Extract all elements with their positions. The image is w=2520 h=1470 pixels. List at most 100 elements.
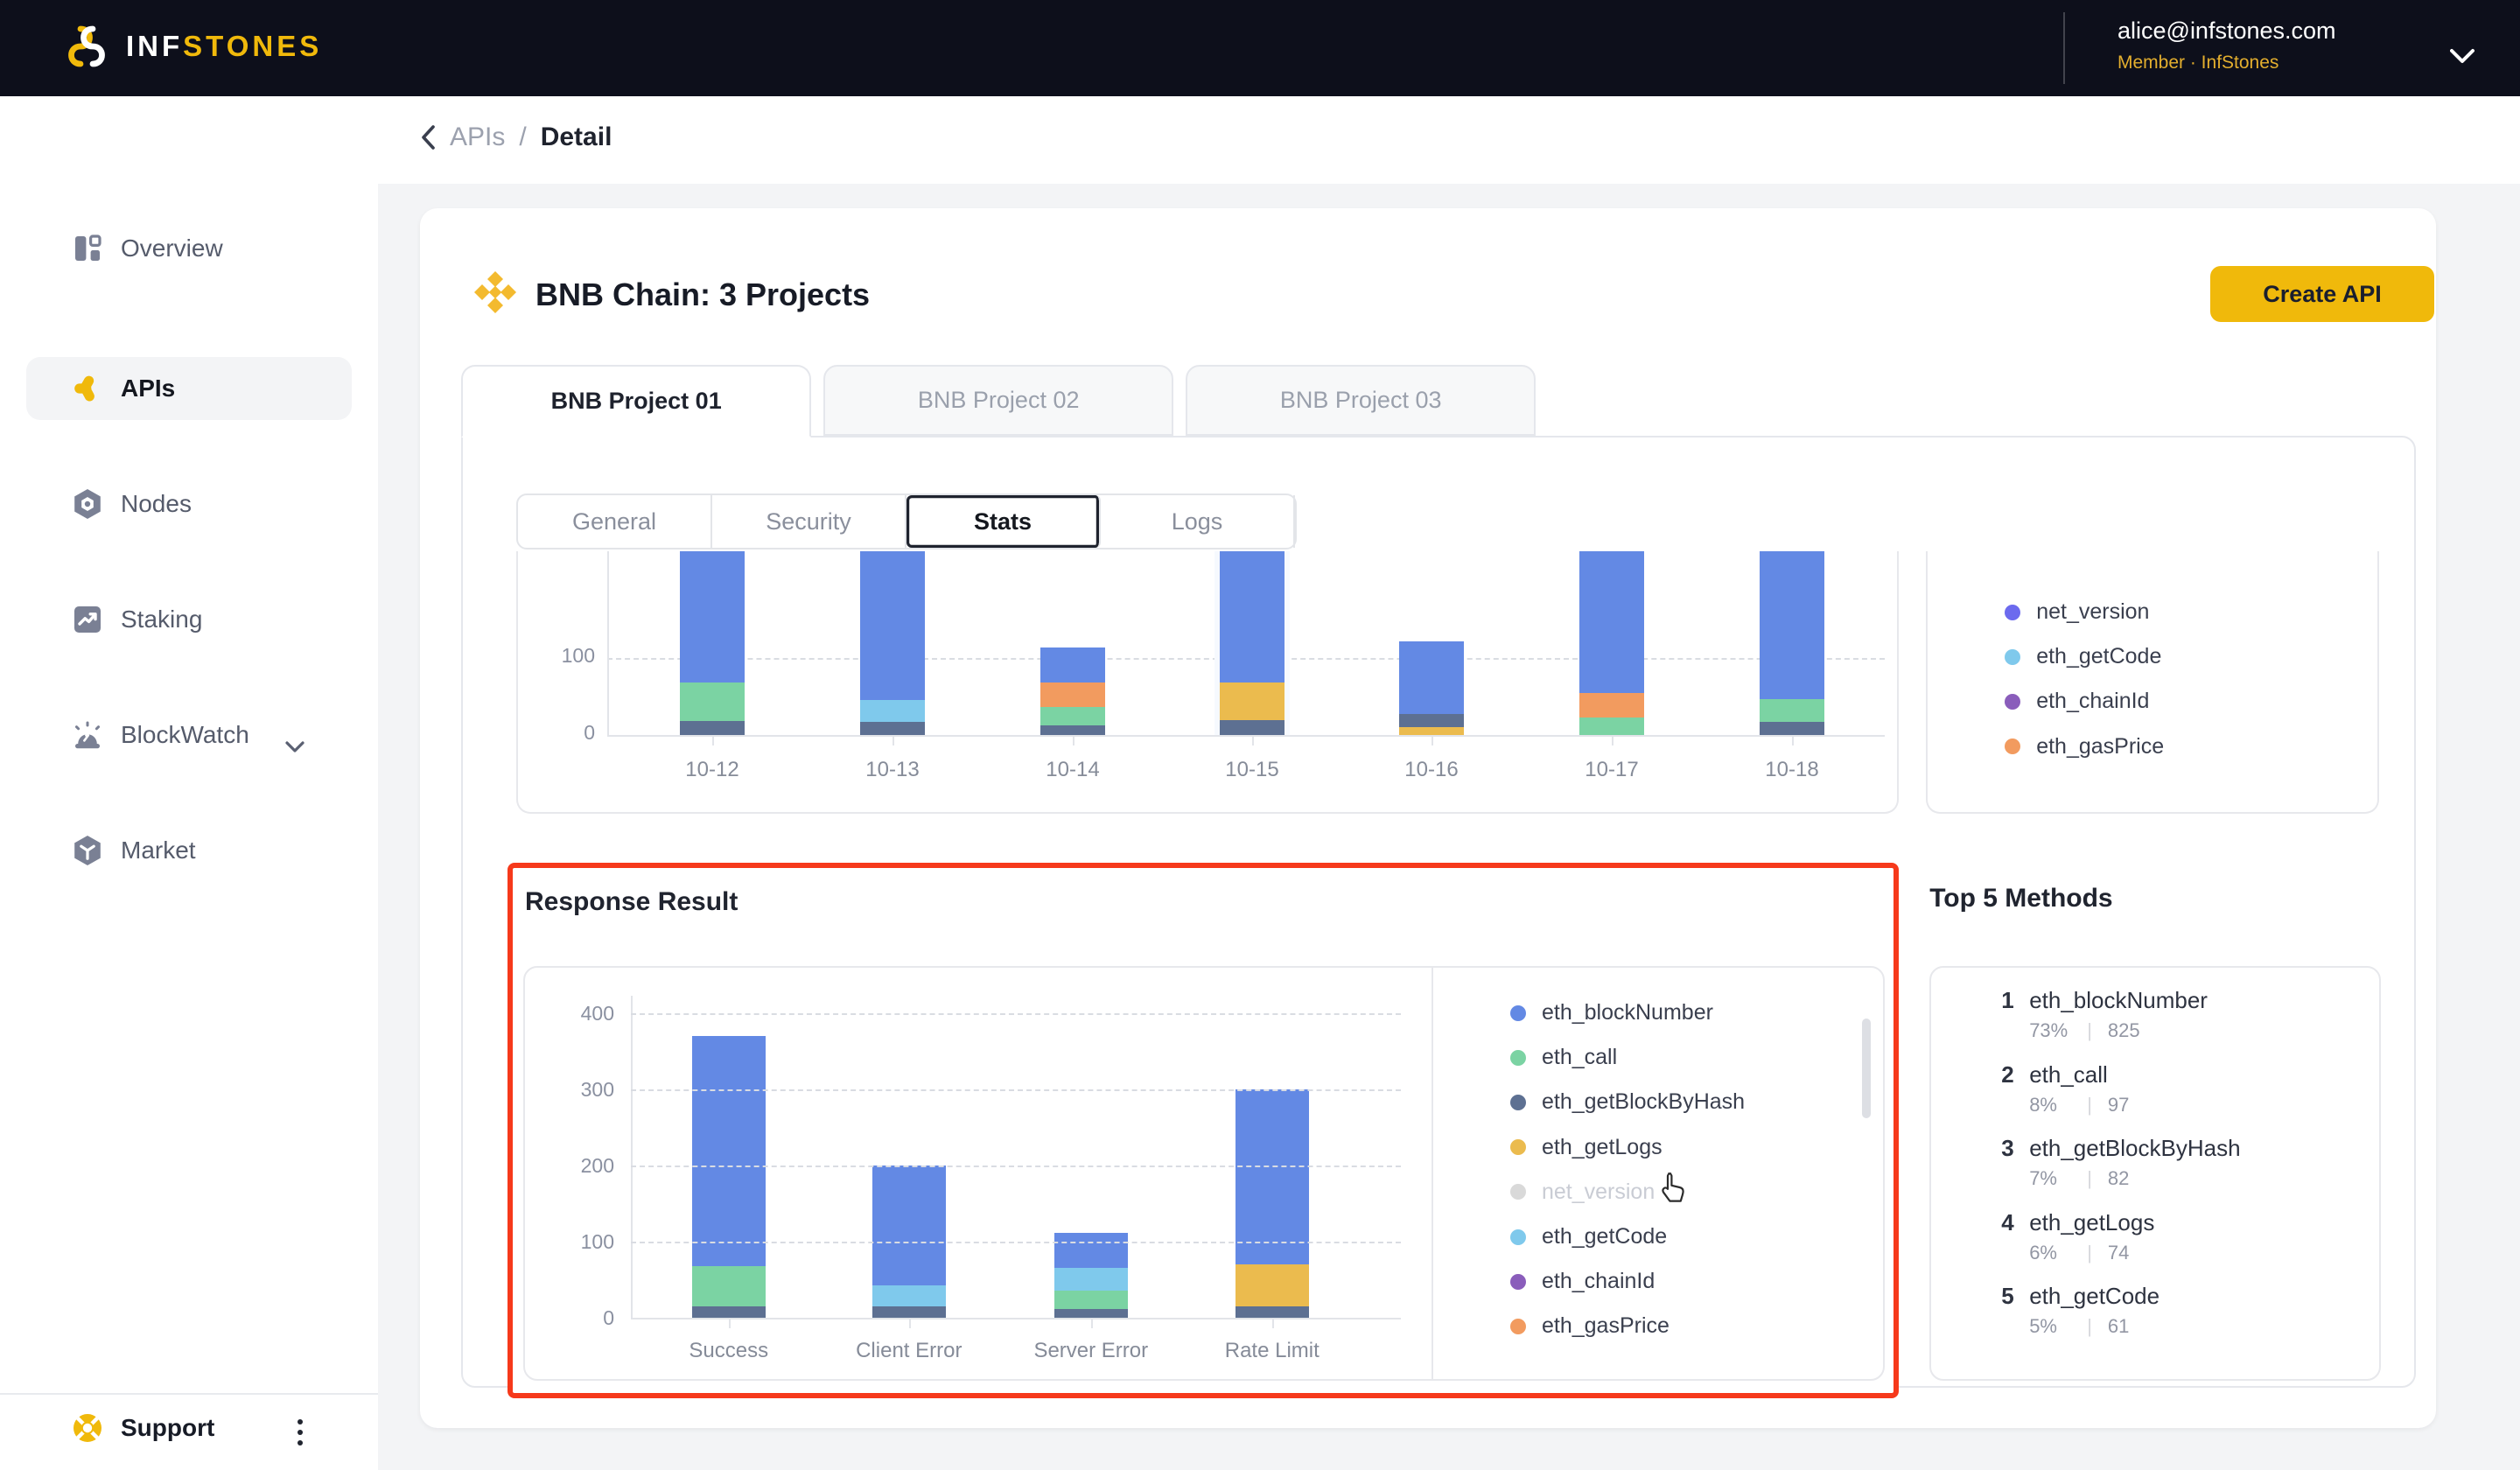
x-axis-label: 10-16 (1404, 758, 1459, 781)
support-menu-kebab-icon[interactable] (290, 1412, 310, 1452)
blockwatch-expand-chevron-icon[interactable] (285, 728, 304, 760)
bar-segment-eth_getBlockByHash (679, 721, 745, 735)
top-chart-legend: net_version eth_getCode eth_chainId eth_… (1928, 551, 2377, 812)
bar-segment-eth_getLogs (1398, 727, 1464, 735)
gridline-200 (630, 1166, 1401, 1167)
x-axis-tick (1791, 735, 1794, 746)
project-tab[interactable]: BNB Project 02 (823, 365, 1174, 436)
project-panel: General Security Stats Logs 100 0 10-12 10-1… (461, 436, 2417, 1398)
stats-tab[interactable]: Stats (906, 495, 1101, 548)
support-lifebuoy-icon (70, 1410, 105, 1446)
create-api-button[interactable]: Create API (2210, 266, 2434, 322)
y-axis-label: 100 (580, 1230, 614, 1253)
account-divider (2063, 12, 2065, 84)
value-divider: | (2087, 1093, 2092, 1116)
method-count: 61 (2107, 1315, 2130, 1338)
account-role: Member · InfStones (2118, 52, 2279, 73)
response-result-title: Response Result (524, 887, 738, 916)
legend-scrollbar-thumb[interactable] (1861, 1018, 1871, 1118)
bar-segment-eth_getBlockByHash (872, 1306, 946, 1318)
sidebar-item-nodes[interactable]: Nodes (0, 472, 378, 536)
bar-segment-eth_gasPrice (1578, 692, 1644, 718)
bar-segment-eth_blockNumber (859, 551, 925, 701)
bar-segment-eth_blockNumber (679, 551, 745, 683)
x-axis-label: 10-12 (685, 758, 739, 781)
method-count: 97 (2107, 1093, 2130, 1116)
support-button[interactable]: Support (0, 1396, 378, 1460)
method-percent: 8% (2029, 1093, 2057, 1116)
stacked-bar-10-14 (1040, 648, 1105, 735)
bar-segment-eth_getBlockByHash (1040, 724, 1105, 735)
x-axis-tick (1090, 1318, 1093, 1328)
staking-icon (70, 602, 105, 637)
y-axis-line (606, 551, 609, 735)
top5-method-row: 3 eth_getBlockByHash 7% | 82 (2001, 1135, 2241, 1190)
sidebar-item-staking[interactable]: Staking (0, 588, 378, 651)
method-percent: 5% (2029, 1315, 2057, 1338)
legend-item[interactable]: eth_chainId (1433, 1259, 1883, 1304)
legend-dot-icon (2005, 604, 2021, 620)
legend-item[interactable]: eth_getBlockByHash (1433, 1080, 1883, 1124)
bar-segment-eth_getBlockByHash (1219, 720, 1284, 735)
top5-method-row: 5 eth_getCode 5% | 61 (2001, 1283, 2160, 1338)
bar-segment-eth_getBlockByHash (1398, 714, 1464, 728)
legend-dot-icon (1509, 1139, 1526, 1156)
x-axis-label: 10-14 (1046, 758, 1100, 781)
sidebar-item-blockwatch[interactable]: BlockWatch (0, 704, 378, 766)
stacked-bar-10-16 (1398, 641, 1464, 735)
bar-segment-eth_getCode (872, 1284, 946, 1306)
account-chevron-down-icon[interactable] (2450, 38, 2474, 71)
breadcrumb-current: Detail (540, 122, 612, 151)
legend-item[interactable]: eth_getCode (1433, 1214, 1883, 1259)
x-axis-tick (1271, 1318, 1274, 1328)
legend-dot-icon (2005, 738, 2021, 755)
stats-tab[interactable]: Security (712, 495, 906, 548)
y-axis-label: 0 (603, 1306, 614, 1329)
legend-item[interactable]: net_version (1928, 590, 2377, 634)
infstones-logo[interactable]: INFSTONES (63, 23, 322, 70)
back-chevron-icon[interactable] (420, 125, 436, 150)
breadcrumb-apis-link[interactable]: APIs (450, 122, 506, 151)
legend-item[interactable]: net_version (1433, 1170, 1883, 1214)
sidebar-item-apis[interactable]: APIs (26, 357, 352, 420)
stacked-bar-10-13 (859, 551, 925, 735)
bar-segment-eth_getCode (859, 700, 925, 723)
method-percent: 73% (2029, 1019, 2068, 1041)
stats-tab[interactable]: Logs (1101, 495, 1295, 548)
sidebar-item-overview[interactable]: Overview (0, 217, 378, 280)
x-axis-tick (711, 735, 714, 746)
bar-segment-eth_getBlockByHash (1235, 1306, 1309, 1318)
legend-item[interactable]: eth_gasPrice (1928, 724, 2377, 769)
legend-item[interactable]: eth_blockNumber (1433, 990, 1883, 1035)
legend-dot-icon (1509, 1094, 1526, 1110)
legend-item[interactable]: eth_gasPrice (1433, 1304, 1883, 1348)
top5-methods-title: Top 5 Methods (1929, 884, 2113, 913)
y-axis-line (630, 996, 633, 1318)
response-chart-legend: eth_blockNumber eth_call eth_getBlockByH… (1433, 990, 1883, 1379)
stats-tab[interactable]: General (518, 495, 712, 548)
page-title: BNB Chain: 3 Projects (536, 276, 871, 312)
legend-item[interactable]: eth_getCode (1928, 634, 2377, 679)
legend-dot-icon (1509, 1049, 1526, 1066)
bar-segment-eth_blockNumber (691, 1036, 766, 1266)
breadcrumb-bar: APIs / Detail (378, 96, 2520, 184)
bar-segment-eth_call (679, 682, 745, 722)
y-axis-label: 400 (580, 1002, 614, 1025)
legend-item[interactable]: eth_getLogs (1433, 1125, 1883, 1170)
legend-item[interactable]: eth_chainId (1928, 679, 2377, 724)
bar-segment-eth_getCode (1054, 1267, 1128, 1291)
legend-dot-icon (1509, 1318, 1526, 1334)
breadcrumb-separator: / (519, 122, 527, 151)
request-activity-chart-box: 100 0 10-12 10-13 10-14 10-15 10-16 10-17 10-1… (515, 551, 1899, 814)
stacked-bar-10-15 (1219, 551, 1284, 735)
legend-dot-icon (2005, 648, 2021, 665)
legend-item[interactable]: eth_call (1433, 1035, 1883, 1080)
top-chart-legend-box: net_version eth_getCode eth_chainId eth_… (1926, 551, 2380, 814)
project-tab[interactable]: BNB Project 03 (1186, 365, 1536, 436)
legend-dot-icon (1509, 1228, 1526, 1245)
bar-segment-eth_blockNumber (1054, 1232, 1128, 1268)
sidebar-item-market[interactable]: Market (0, 819, 378, 882)
bar-segment-eth_getBlockByHash (691, 1306, 766, 1318)
project-tab[interactable]: BNB Project 01 (461, 365, 812, 438)
